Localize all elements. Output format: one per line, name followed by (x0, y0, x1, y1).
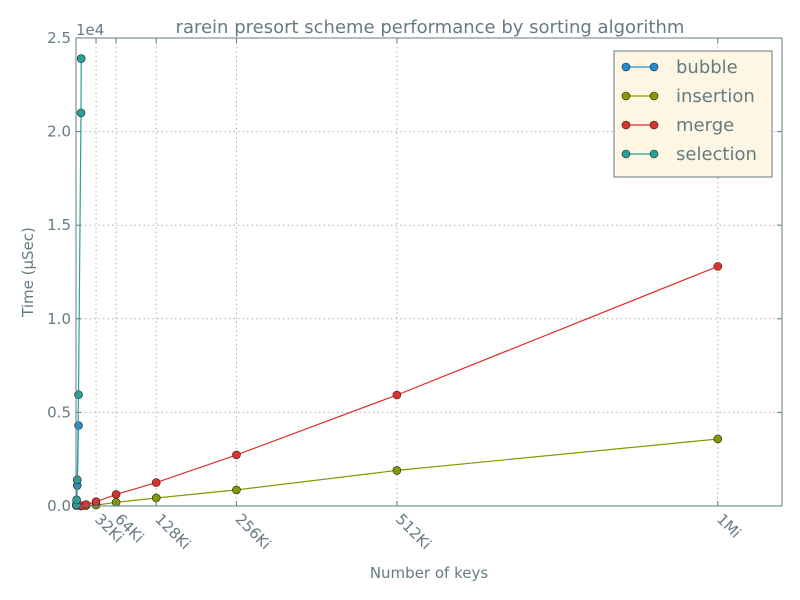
legend-marker-left-merge (621, 120, 631, 130)
legend-marker-right-bubble (649, 62, 659, 72)
data-point-insertion-6 (392, 466, 402, 475)
legend-box (613, 50, 773, 178)
data-point-insertion-5 (232, 485, 241, 495)
legend-label-selection: selection (676, 144, 757, 165)
chart-title: rarein presort scheme performance by sor… (176, 17, 685, 38)
legend-label-merge: merge (676, 115, 734, 136)
y-multiplier-label: 1e4 (76, 21, 104, 39)
y-tick-label-1: 0.5 (47, 403, 71, 421)
legend-marker-left-bubble (621, 62, 631, 72)
legend-label-bubble: bubble (676, 57, 738, 78)
y-tick-label-0: 0.0 (47, 497, 71, 515)
data-point-selection-2 (72, 475, 82, 485)
data-point-insertion-4 (151, 493, 161, 503)
data-point-merge-1 (81, 500, 91, 509)
legend-marker-right-merge (649, 120, 659, 130)
plot-frame (75, 37, 783, 507)
legend-label-insertion: insertion (676, 86, 755, 107)
grid-layer (76, 38, 782, 506)
legend-marker-right-selection (649, 149, 659, 159)
y-tick-label-3: 1.5 (47, 216, 71, 234)
data-point-merge-4 (151, 478, 161, 487)
data-point-selection-1 (72, 495, 81, 505)
y-tick-label-2: 1.0 (47, 310, 71, 328)
x-axis-label: Number of keys (370, 564, 489, 582)
data-point-merge-7 (713, 262, 723, 271)
legend-marker-right-insertion (649, 91, 659, 101)
y-tick-label-4: 2.0 (47, 123, 71, 141)
data-point-selection-4 (76, 108, 86, 118)
legend-marker-left-insertion (621, 91, 631, 101)
data-point-insertion-7 (713, 434, 723, 444)
y-tick-label-5: 2.5 (47, 29, 71, 47)
data-point-merge-5 (232, 450, 241, 460)
data-point-selection-5 (76, 54, 86, 63)
data-point-selection-3 (74, 390, 83, 399)
legend-marker-left-selection (621, 149, 631, 159)
data-point-merge-6 (392, 390, 402, 400)
data-point-merge-3 (111, 490, 121, 499)
y-axis-label: Time (µSec) (19, 227, 37, 318)
legend: bubble insertion merge selection (613, 50, 773, 178)
